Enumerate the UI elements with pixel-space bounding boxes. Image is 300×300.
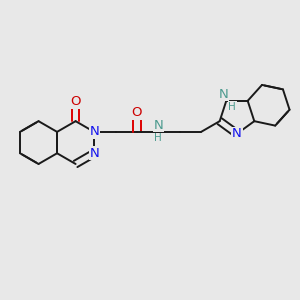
Text: N: N: [154, 119, 163, 132]
Text: O: O: [132, 106, 142, 119]
Text: H: H: [154, 134, 162, 143]
Text: O: O: [70, 95, 81, 108]
Text: N: N: [219, 88, 229, 101]
Text: H: H: [228, 102, 236, 112]
Text: N: N: [89, 147, 99, 160]
Text: N: N: [89, 125, 99, 138]
Text: N: N: [232, 127, 242, 140]
